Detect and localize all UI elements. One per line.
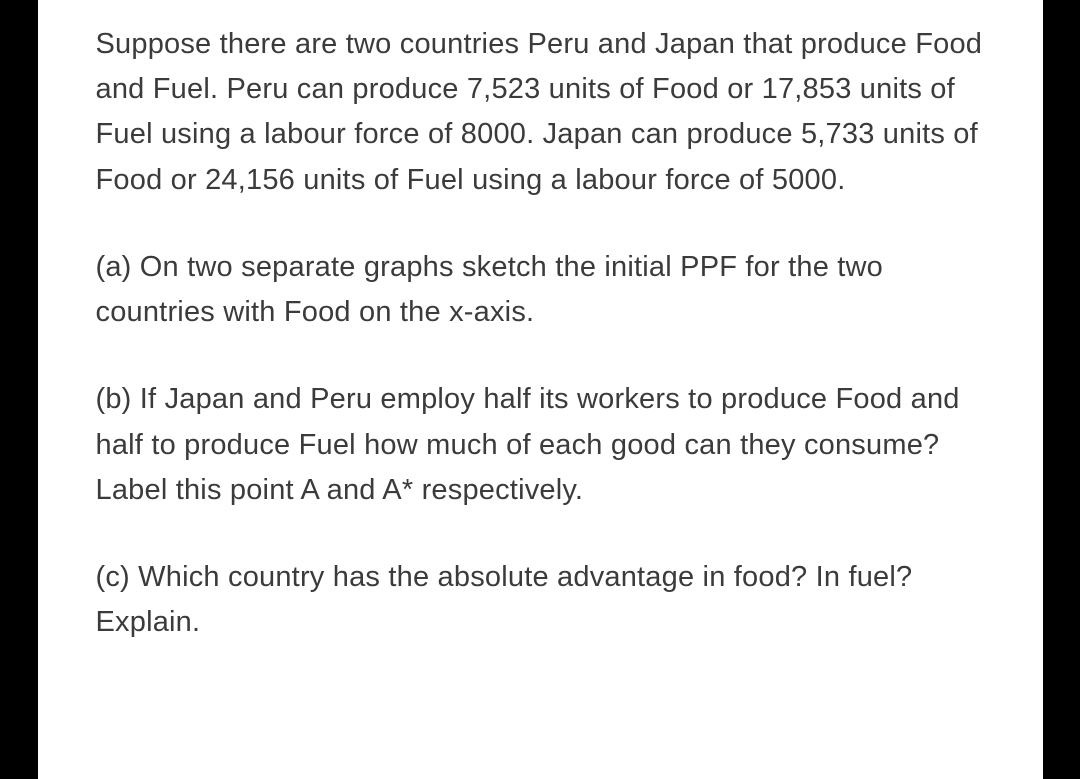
part-b-text: (b) If Japan and Peru employ half its wo… [96,383,960,505]
intro-text: Suppose there are two countries Peru and… [96,28,983,196]
part-c-paragraph: (c) Which country has the absolute advan… [96,555,985,645]
part-c-text: (c) Which country has the absolute advan… [96,561,913,638]
intro-paragraph: Suppose there are two countries Peru and… [96,22,985,203]
part-b-paragraph: (b) If Japan and Peru employ half its wo… [96,377,985,513]
document-page: Suppose there are two countries Peru and… [38,0,1043,779]
part-a-text: (a) On two separate graphs sketch the in… [96,251,884,328]
part-a-paragraph: (a) On two separate graphs sketch the in… [96,245,985,335]
